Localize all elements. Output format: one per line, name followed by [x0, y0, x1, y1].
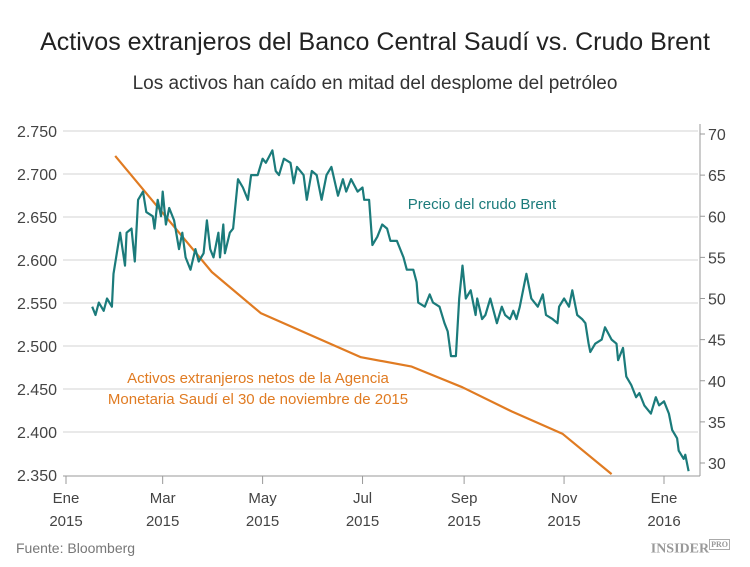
left-tick-label: 2.700	[17, 167, 57, 184]
x-tick-label: 2015	[146, 513, 179, 530]
right-tick-label: 50	[708, 292, 726, 309]
x-tick-label: 2015	[49, 513, 82, 530]
right-tick-label: 55	[708, 250, 726, 267]
assets-series-label: Monetaria Saudí el 30 de noviembre de 20…	[108, 391, 408, 408]
source-note: Fuente: Bloomberg	[16, 540, 136, 556]
right-tick-label: 30	[708, 456, 726, 473]
x-tick-label: Sep	[451, 490, 478, 507]
left-tick-label: 2.450	[17, 382, 57, 399]
x-tick-label: Ene	[53, 490, 80, 507]
right-tick-label: 70	[708, 127, 726, 144]
x-tick-label: Ene	[651, 490, 678, 507]
x-tick-label: 2015	[246, 513, 279, 530]
x-tick-label: 2015	[346, 513, 379, 530]
assets-series-label: Activos extranjeros netos de la Agencia	[127, 370, 389, 387]
right-tick-label: 35	[708, 415, 726, 432]
x-tick-label: Jul	[353, 490, 372, 507]
left-tick-label: 2.350	[17, 468, 57, 485]
left-tick-label: 2.500	[17, 339, 57, 356]
chart-subtitle: Los activos han caído en mitad del despl…	[132, 73, 618, 94]
insider-pro-logo: INSIDER PRO	[650, 539, 730, 557]
x-tick-label: Mar	[150, 490, 176, 507]
right-tick-label: 40	[708, 374, 726, 391]
left-tick-label: 2.650	[17, 210, 57, 227]
left-tick-label: 2.550	[17, 296, 57, 313]
right-tick-label: 45	[708, 333, 726, 350]
x-tick-label: Nov	[551, 490, 578, 507]
assets-line	[114, 155, 613, 475]
brent-line	[91, 149, 690, 472]
left-tick-label: 2.750	[17, 124, 57, 141]
brent-series-label: Precio del crudo Brent	[408, 196, 557, 213]
x-tick-label: 2015	[547, 513, 580, 530]
x-tick-label: May	[248, 490, 277, 507]
right-tick-label: 65	[708, 168, 726, 185]
x-tick-label: 2015	[447, 513, 480, 530]
right-tick-label: 60	[708, 209, 726, 226]
left-tick-label: 2.400	[17, 425, 57, 442]
chart-title: Activos extranjeros del Banco Central Sa…	[40, 28, 710, 56]
left-tick-label: 2.600	[17, 253, 57, 270]
x-tick-label: 2016	[647, 513, 680, 530]
